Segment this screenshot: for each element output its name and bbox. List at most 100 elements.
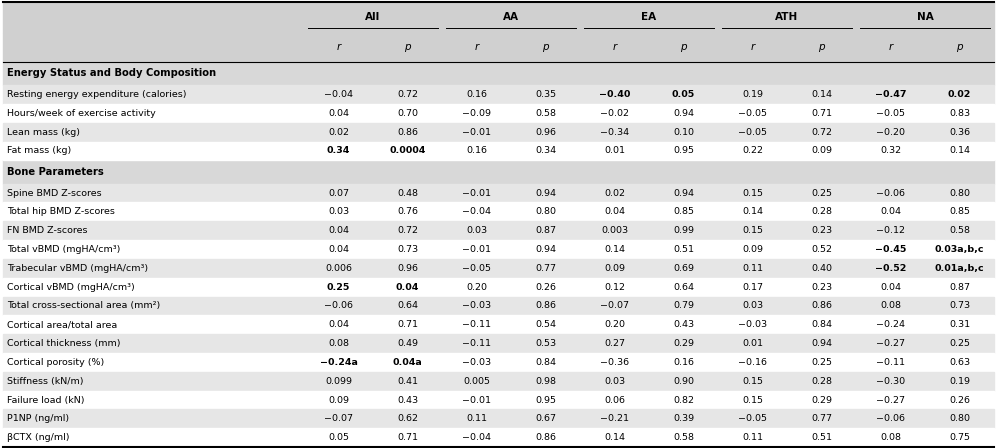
Text: 0.03: 0.03 [742,302,763,310]
Text: 0.06: 0.06 [604,396,625,405]
Text: 0.72: 0.72 [397,226,418,235]
Text: 0.52: 0.52 [811,245,832,254]
Text: Hours/week of exercise activity: Hours/week of exercise activity [7,109,156,118]
Text: 0.26: 0.26 [535,283,556,292]
Text: 0.72: 0.72 [397,90,418,99]
Text: −0.04: −0.04 [462,433,492,442]
Polygon shape [3,221,994,240]
Text: 0.05: 0.05 [672,90,695,99]
Polygon shape [3,202,994,221]
Text: −0.06: −0.06 [324,302,353,310]
Text: 0.09: 0.09 [811,146,832,155]
Text: 0.05: 0.05 [328,433,349,442]
Text: 0.20: 0.20 [604,320,625,329]
Text: 0.90: 0.90 [673,377,694,386]
Polygon shape [3,2,994,33]
Text: Energy Status and Body Composition: Energy Status and Body Composition [7,69,216,78]
Text: 0.58: 0.58 [535,109,556,118]
Text: 0.71: 0.71 [811,109,832,118]
Text: Spine BMD Z-scores: Spine BMD Z-scores [7,189,102,198]
Text: −0.52: −0.52 [874,264,906,273]
Text: Resting energy expenditure (calories): Resting energy expenditure (calories) [7,90,186,99]
Text: −0.07: −0.07 [600,302,629,310]
Text: 0.005: 0.005 [463,377,491,386]
Text: Stiffness (kN/m): Stiffness (kN/m) [7,377,84,386]
Text: 0.51: 0.51 [811,433,832,442]
Text: 0.20: 0.20 [466,283,488,292]
Polygon shape [3,160,994,184]
Text: 0.02: 0.02 [328,128,349,137]
Polygon shape [3,315,994,334]
Text: −0.11: −0.11 [462,339,492,348]
Text: 0.25: 0.25 [949,339,970,348]
Text: 0.43: 0.43 [673,320,694,329]
Text: −0.11: −0.11 [462,320,492,329]
Polygon shape [3,297,994,315]
Text: Total cross-sectional area (mm²): Total cross-sectional area (mm²) [7,302,161,310]
Text: 0.77: 0.77 [535,264,556,273]
Text: Trabecular vBMD (mgHA/cm³): Trabecular vBMD (mgHA/cm³) [7,264,149,273]
Text: Cortical porosity (%): Cortical porosity (%) [7,358,105,367]
Text: 0.83: 0.83 [949,109,970,118]
Text: 0.82: 0.82 [673,396,694,405]
Polygon shape [3,409,994,428]
Text: 0.34: 0.34 [327,146,350,155]
Text: −0.01: −0.01 [462,396,492,405]
Text: 0.35: 0.35 [535,90,556,99]
Text: 0.02: 0.02 [948,90,971,99]
Text: Bone Parameters: Bone Parameters [7,167,104,177]
Text: 0.80: 0.80 [949,189,970,198]
Text: 0.04: 0.04 [328,109,349,118]
Text: 0.63: 0.63 [949,358,970,367]
Text: 0.43: 0.43 [397,396,418,405]
Text: 0.04: 0.04 [880,283,901,292]
Text: 0.73: 0.73 [397,245,418,254]
Text: 0.26: 0.26 [949,396,970,405]
Text: 0.87: 0.87 [949,283,970,292]
Text: 0.14: 0.14 [604,433,625,442]
Text: 0.04: 0.04 [328,226,349,235]
Text: 0.099: 0.099 [325,377,352,386]
Text: 0.49: 0.49 [397,339,418,348]
Text: 0.14: 0.14 [949,146,970,155]
Text: 0.17: 0.17 [742,283,763,292]
Text: 0.16: 0.16 [466,146,488,155]
Text: −0.01: −0.01 [462,128,492,137]
Text: 0.80: 0.80 [949,414,970,423]
Text: 0.10: 0.10 [673,128,694,137]
Text: 0.71: 0.71 [397,320,418,329]
Text: 0.01: 0.01 [742,339,763,348]
Text: FN BMD Z-scores: FN BMD Z-scores [7,226,88,235]
Text: 0.34: 0.34 [535,146,556,155]
Text: 0.51: 0.51 [673,245,694,254]
Text: ATH: ATH [776,13,799,22]
Text: 0.03: 0.03 [604,377,625,386]
Polygon shape [3,259,994,278]
Text: −0.30: −0.30 [876,377,905,386]
Text: −0.11: −0.11 [876,358,905,367]
Text: −0.47: −0.47 [874,90,906,99]
Text: −0.02: −0.02 [600,109,629,118]
Text: −0.03: −0.03 [462,358,492,367]
Text: 0.94: 0.94 [673,189,694,198]
Text: 0.03: 0.03 [328,207,349,216]
Text: All: All [366,13,381,22]
Text: −0.05: −0.05 [738,128,767,137]
Text: 0.58: 0.58 [673,433,694,442]
Text: p: p [956,42,963,52]
Polygon shape [3,33,994,62]
Text: −0.27: −0.27 [876,396,905,405]
Text: p: p [680,42,687,52]
Text: 0.006: 0.006 [325,264,352,273]
Text: 0.29: 0.29 [673,339,694,348]
Text: 0.95: 0.95 [673,146,694,155]
Text: Total hip BMD Z-scores: Total hip BMD Z-scores [7,207,115,216]
Polygon shape [3,85,994,104]
Text: 0.15: 0.15 [742,377,763,386]
Text: −0.09: −0.09 [462,109,492,118]
Text: 0.22: 0.22 [742,146,763,155]
Text: p: p [819,42,825,52]
Text: −0.21: −0.21 [600,414,629,423]
Text: −0.24a: −0.24a [320,358,358,367]
Text: 0.04: 0.04 [880,207,901,216]
